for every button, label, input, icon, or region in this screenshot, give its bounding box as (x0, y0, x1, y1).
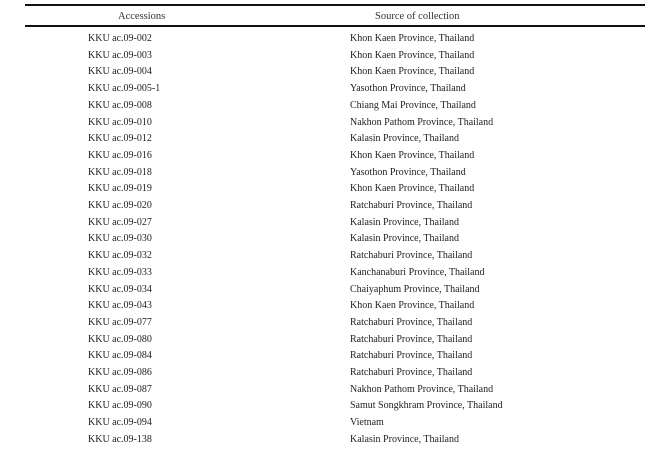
accession-cell: KKU ac.09-008 (88, 99, 152, 111)
source-cell: Khon Kaen Province, Thailand (350, 66, 475, 78)
table-row: KKU ac.09-008 Chiang Mai Province, Thaila… (0, 100, 650, 116)
table-row: KKU ac.09-080 Ratchaburi Province, Thaila… (0, 334, 650, 350)
accession-cell: KKU ac.09-043 (88, 300, 152, 312)
table-row: KKU ac.09-020 Ratchaburi Province, Thaila… (0, 200, 650, 216)
table-row: KKU ac.09-086 Ratchaburi Province, Thaila… (0, 367, 650, 383)
header-source: Source of collection (375, 11, 460, 22)
table-row: KKU ac.09-033 Kanchanaburi Province, Thai… (0, 267, 650, 283)
header-accessions: Accessions (118, 11, 166, 22)
source-cell: Ratchaburi Province, Thailand (350, 367, 473, 378)
accession-cell: KKU ac.09-090 (88, 400, 152, 412)
table-row: KKU ac.09-138 Kalasin Province, Thailand (0, 434, 650, 450)
table-row: KKU ac.09-043 Khon Kaen Province, Thailan… (0, 300, 650, 316)
source-cell: Samut Songkhram Province, Thailand (350, 400, 503, 412)
accession-cell: KKU ac.09-002 (88, 33, 152, 44)
table-row: KKU ac.09-094 Vietnam (0, 417, 650, 433)
accession-cell: KKU ac.09-094 (88, 417, 152, 429)
source-cell: Khon Kaen Province, Thailand (350, 49, 475, 61)
accession-cell: KKU ac.09-019 (88, 183, 152, 195)
table-row: KKU ac.09-016 Khon Kaen Province, Thailan… (0, 150, 650, 166)
top-rule (25, 4, 645, 6)
accession-cell: KKU ac.09-004 (88, 66, 152, 78)
table-row: KKU ac.09-019 Khon Kaen Province, Thailan… (0, 183, 650, 199)
table-row: KKU ac.09-090 Samut Songkhram Province, T… (0, 400, 650, 416)
source-cell: Yasothon Province, Thailand (350, 166, 466, 178)
table-row: KKU ac.09-012 Kalasin Province, Thailand (0, 133, 650, 149)
accession-cell: KKU ac.09-020 (88, 200, 152, 211)
source-cell: Nakhon Pathom Province, Thailand (350, 383, 494, 395)
table-row: KKU ac.09-004 Khon Kaen Province, Thailan… (0, 66, 650, 82)
source-cell: Nakhon Pathom Province, Thailand (350, 116, 494, 128)
accession-cell: KKU ac.09-027 (88, 216, 152, 228)
table-row: KKU ac.09-010 Nakhon Pathom Province, Tha… (0, 117, 650, 133)
accession-cell: KKU ac.09-012 (88, 133, 152, 145)
accession-cell: KKU ac.09-084 (88, 350, 152, 362)
source-cell: Kalasin Province, Thailand (350, 433, 459, 445)
table-row: KKU ac.09-027 Kalasin Province, Thailand (0, 217, 650, 233)
table-row: KKU ac.09-087 Nakhon Pathom Province, Tha… (0, 384, 650, 400)
accession-cell: KKU ac.09-080 (88, 333, 152, 345)
accession-cell: KKU ac.09-034 (88, 283, 152, 295)
table-row: KKU ac.09-002 Khon Kaen Province, Thailan… (0, 33, 650, 49)
table-row: KKU ac.09-077 Ratchaburi Province, Thaila… (0, 317, 650, 333)
source-cell: Vietnam (350, 417, 384, 429)
source-cell: Ratchaburi Province, Thailand (350, 200, 473, 211)
accession-cell: KKU ac.09-010 (88, 116, 152, 128)
accession-cell: KKU ac.09-018 (88, 166, 152, 178)
table-row: KKU ac.09-030 Kalasin Province, Thailand (0, 233, 650, 249)
table-row: KKU ac.09-003 Khon Kaen Province, Thailan… (0, 50, 650, 66)
table-row: KKU ac.09-084 Ratchaburi Province, Thaila… (0, 350, 650, 366)
source-cell: Yasothon Province, Thailand (350, 83, 466, 95)
accession-cell: KKU ac.09-005-1 (88, 83, 161, 95)
source-cell: Kanchanaburi Province, Thailand (350, 266, 485, 278)
source-cell: Kalasin Province, Thailand (350, 133, 459, 145)
accession-cell: KKU ac.09-003 (88, 49, 152, 61)
source-cell: Ratchaburi Province, Thailand (350, 250, 473, 262)
accession-cell: KKU ac.09-016 (88, 149, 152, 161)
accession-cell: KKU ac.09-033 (88, 266, 152, 278)
accession-cell: KKU ac.09-032 (88, 250, 152, 262)
source-cell: Ratchaburi Province, Thailand (350, 350, 473, 362)
accession-cell: KKU ac.09-086 (88, 367, 152, 378)
table-row: KKU ac.09-018 Yasothon Province, Thailand (0, 167, 650, 183)
table-row: KKU ac.09-034 Chaiyaphum Province, Thaila… (0, 284, 650, 300)
accession-cell: KKU ac.09-087 (88, 383, 152, 395)
source-cell: Chiang Mai Province, Thailand (350, 99, 476, 111)
header-rule (25, 25, 645, 27)
source-cell: Kalasin Province, Thailand (350, 233, 459, 245)
accession-cell: KKU ac.09-030 (88, 233, 152, 245)
source-cell: Ratchaburi Province, Thailand (350, 333, 473, 345)
table-row: KKU ac.09-032 Ratchaburi Province, Thaila… (0, 250, 650, 266)
source-cell: Khon Kaen Province, Thailand (350, 33, 475, 44)
accession-cell: KKU ac.09-077 (88, 316, 152, 328)
source-cell: Kalasin Province, Thailand (350, 216, 459, 228)
source-cell: Khon Kaen Province, Thailand (350, 300, 475, 312)
source-cell: Ratchaburi Province, Thailand (350, 316, 473, 328)
source-cell: Khon Kaen Province, Thailand (350, 183, 475, 195)
accession-cell: KKU ac.09-138 (88, 433, 152, 445)
table-row: KKU ac.09-005-1 Yasothon Province, Thaila… (0, 83, 650, 99)
source-cell: Khon Kaen Province, Thailand (350, 149, 475, 161)
source-cell: Chaiyaphum Province, Thailand (350, 283, 480, 295)
